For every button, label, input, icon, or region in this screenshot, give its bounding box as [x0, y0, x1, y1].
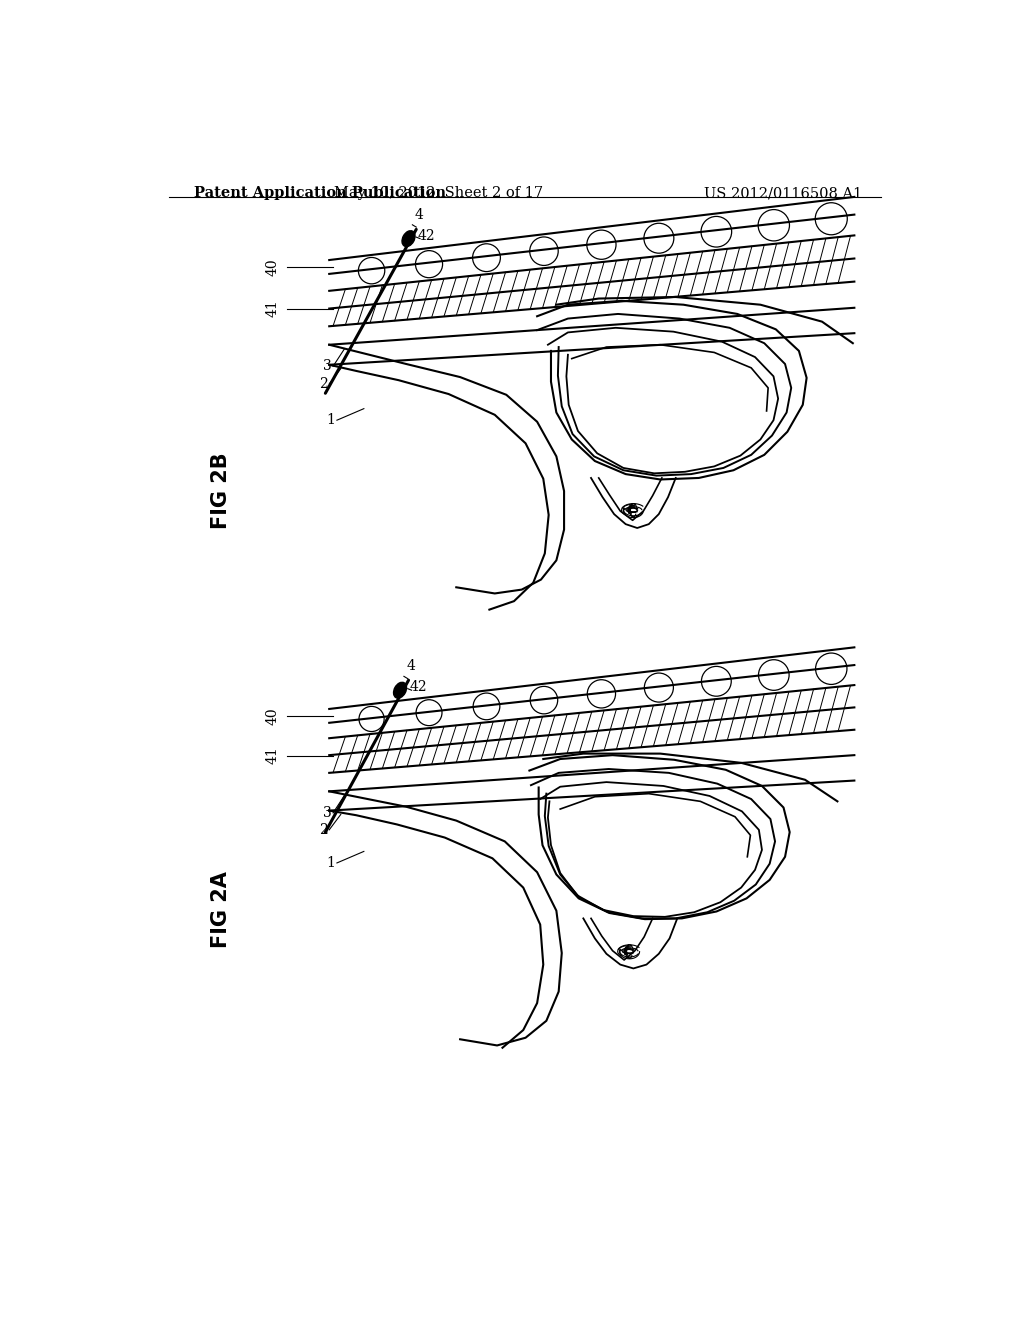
Text: 3: 3	[323, 807, 332, 820]
Text: 42: 42	[410, 680, 427, 694]
Text: 3: 3	[323, 359, 332, 374]
Text: 4: 4	[415, 207, 424, 222]
Text: US 2012/0116508 A1: US 2012/0116508 A1	[703, 186, 862, 201]
Text: FIG 2B: FIG 2B	[211, 453, 231, 529]
Text: 42: 42	[418, 228, 435, 243]
Text: 40: 40	[265, 708, 280, 725]
Text: 40: 40	[265, 259, 280, 276]
Text: 2: 2	[318, 378, 328, 391]
Text: May 10, 2012  Sheet 2 of 17: May 10, 2012 Sheet 2 of 17	[334, 186, 543, 201]
Ellipse shape	[402, 231, 415, 247]
Text: 4: 4	[407, 659, 415, 673]
Text: 1: 1	[327, 413, 336, 428]
Text: 2: 2	[318, 822, 328, 837]
Text: Patent Application Publication: Patent Application Publication	[194, 186, 445, 201]
Text: FIG 2A: FIG 2A	[211, 871, 231, 948]
Text: 1: 1	[327, 855, 336, 870]
Text: 41: 41	[265, 300, 280, 317]
Ellipse shape	[393, 682, 407, 698]
Text: 41: 41	[265, 747, 280, 764]
